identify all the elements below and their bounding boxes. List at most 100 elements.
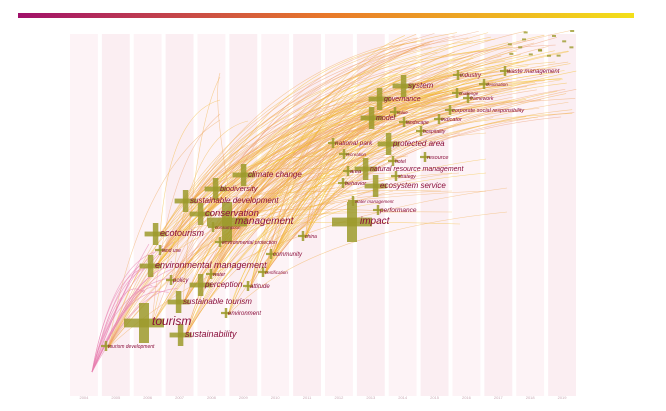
keyword-node-bar	[377, 141, 400, 147]
link	[151, 144, 249, 326]
link	[204, 81, 494, 288]
keyword-label: governance	[384, 96, 421, 103]
link	[182, 76, 221, 305]
keyword-node-bar	[204, 186, 227, 192]
keyword-label: environment	[228, 311, 261, 317]
keyword-node-bar	[124, 318, 164, 328]
year-label: 2016	[462, 395, 472, 400]
link	[154, 99, 396, 269]
keyword-label: indicator	[441, 117, 463, 123]
link	[91, 286, 158, 373]
keyword-node	[556, 54, 561, 57]
keyword-node-bar	[343, 169, 353, 173]
link	[172, 119, 404, 283]
keyword-node-bar	[354, 166, 377, 172]
link	[172, 172, 487, 283]
keyword-label: ecotourism	[160, 228, 205, 238]
link	[204, 113, 462, 217]
keyword-label: corporate social responsibility	[452, 108, 525, 114]
keyword-node	[570, 30, 575, 33]
year-label: 2006	[143, 395, 153, 400]
keyword-node-bar	[206, 272, 216, 276]
keyword-label: environmental management	[155, 260, 267, 270]
year-label: 2011	[303, 395, 312, 400]
link	[204, 40, 424, 217]
keyword-label: ecosystem service	[380, 181, 446, 190]
keyword-node-bar	[258, 270, 268, 274]
keyword-node-bar	[215, 240, 225, 244]
keyword-node	[509, 52, 514, 55]
keyword-node-bar	[368, 96, 391, 102]
link	[151, 113, 221, 326]
time-slice	[516, 34, 545, 396]
keyword-node-bar	[479, 82, 489, 86]
keyword-label: natural resource management	[370, 166, 464, 173]
keyword-node-bar	[189, 211, 212, 217]
keyword-label: behavior	[345, 181, 367, 187]
keyword-node-bar	[167, 299, 190, 305]
year-label: 2012	[334, 395, 344, 400]
keyword-node-bar	[169, 332, 192, 338]
keyword-label: policy	[172, 278, 189, 284]
year-label: 2004	[79, 395, 89, 400]
link	[161, 123, 407, 253]
keyword-node-bar	[373, 208, 383, 212]
keyword-label: tourism development	[108, 344, 155, 350]
link	[272, 77, 467, 257]
keyword-node-bar	[391, 174, 401, 178]
keyword-node-bar	[434, 117, 444, 121]
keyword-label: resource	[427, 155, 448, 161]
keyword-node-bar	[348, 199, 358, 203]
keyword-node-bar	[221, 311, 231, 315]
keyword-label: national park	[335, 140, 373, 147]
keyword-node-bar	[328, 141, 338, 145]
time-color-bar	[18, 13, 634, 18]
link	[264, 112, 575, 275]
keyword-label: hotel	[395, 159, 407, 165]
link	[189, 104, 491, 204]
keyword-label: hospitality	[423, 129, 446, 135]
link	[184, 37, 557, 338]
keyword-node-bar	[139, 263, 162, 269]
keyword-node-bar	[339, 152, 349, 156]
link	[107, 116, 527, 349]
year-axis: 2004 2005 2006 2007 2008 2009 2010 2011 2012 2013…	[79, 395, 567, 400]
keyword-node-bar	[174, 198, 197, 204]
keyword-node	[551, 34, 556, 37]
keyword-label: waste management	[507, 69, 560, 75]
keyword-node-bar	[399, 120, 409, 124]
link	[91, 243, 150, 373]
keyword-label: strategy	[398, 174, 416, 180]
link	[154, 95, 462, 269]
year-label: 2018	[526, 395, 536, 400]
link	[91, 291, 169, 373]
keyword-node-bar	[388, 159, 398, 163]
keyword-label: impact	[360, 216, 391, 227]
link	[234, 35, 455, 225]
keyword-label: community	[273, 252, 303, 258]
link	[189, 72, 487, 204]
keyword-label: industry	[460, 73, 482, 79]
keyword-label: biodiversity	[220, 184, 259, 193]
keyword-node-bar	[101, 344, 111, 348]
keyword-nodes	[101, 30, 575, 351]
keyword-label: performance	[379, 207, 417, 214]
year-label: 2014	[398, 395, 408, 400]
link	[172, 120, 249, 283]
link	[159, 50, 488, 237]
link	[221, 99, 541, 245]
keyword-label: framework	[470, 96, 494, 102]
link	[91, 289, 146, 373]
keyword-node-bar	[338, 181, 348, 185]
keyword-node-bar	[155, 248, 165, 252]
keyword-label: climate change	[248, 170, 302, 179]
keyword-label: management	[235, 216, 295, 227]
keyword-node-bar	[166, 278, 176, 282]
keyword-label: environmental protection	[222, 240, 277, 246]
keyword-node-bar	[266, 252, 276, 256]
year-label: 2009	[239, 395, 249, 400]
link	[204, 111, 428, 217]
link	[159, 99, 221, 237]
keyword-label: sustainability	[185, 329, 237, 339]
